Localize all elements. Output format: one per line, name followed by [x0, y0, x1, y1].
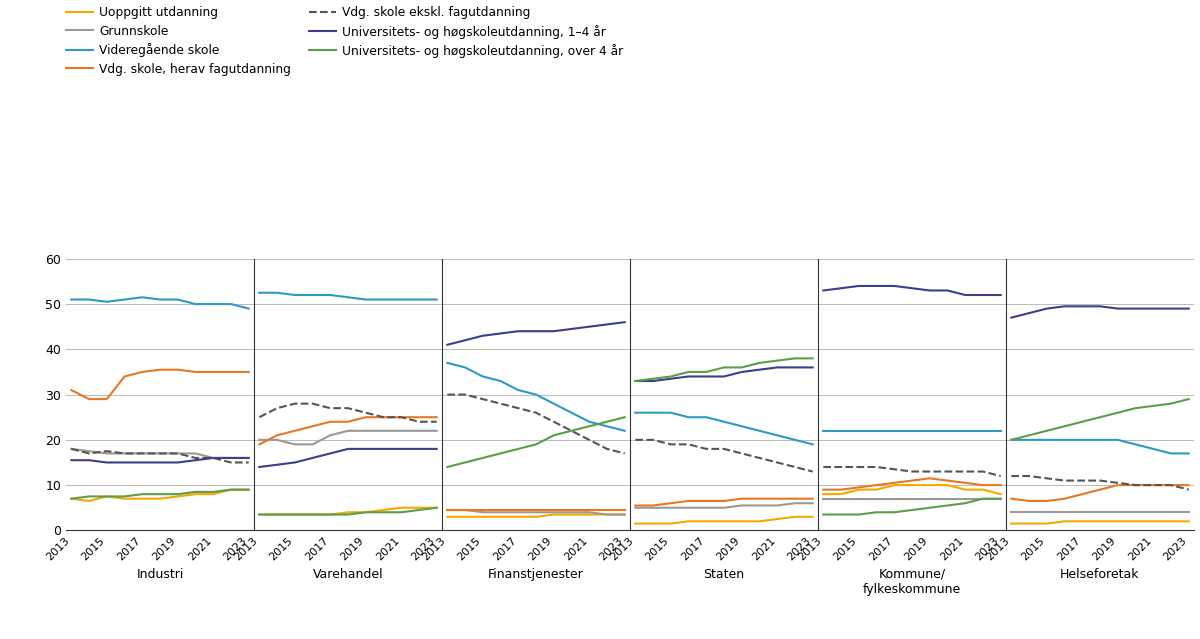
- X-axis label: Kommune/
fylkeskommune: Kommune/ fylkeskommune: [863, 568, 961, 596]
- X-axis label: Industri: Industri: [137, 568, 184, 581]
- X-axis label: Finanstjenester: Finanstjenester: [488, 568, 584, 581]
- X-axis label: Varehandel: Varehandel: [313, 568, 383, 581]
- X-axis label: Staten: Staten: [703, 568, 744, 581]
- Legend: Uoppgitt utdanning, Grunnskole, Videregående skole, Vdg. skole, herav fagutdanni: Uoppgitt utdanning, Grunnskole, Videregå…: [66, 6, 624, 77]
- X-axis label: Helseforetak: Helseforetak: [1061, 568, 1140, 581]
